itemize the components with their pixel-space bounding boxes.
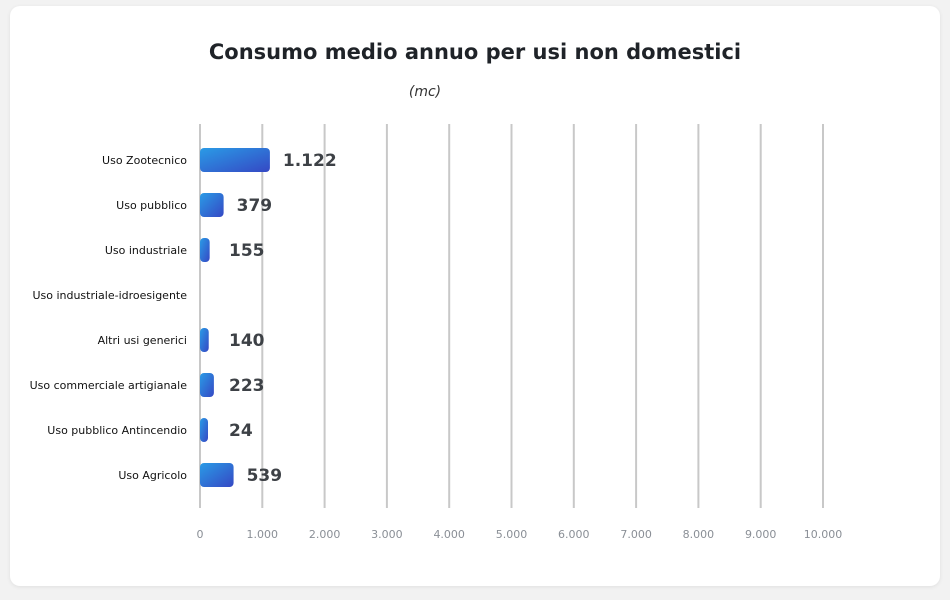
- bars: [200, 148, 270, 487]
- bar-value-label: 24: [229, 421, 253, 441]
- category-label: Uso pubblico: [116, 199, 187, 212]
- bar-value-label: 155: [229, 241, 265, 261]
- bar: [200, 193, 224, 217]
- x-axis-ticks: 0 1.000 2.000 3.000 4.000 5.000 6.000 7.000 8.00…: [197, 528, 843, 541]
- bar: [200, 463, 234, 487]
- chart-title: Consumo medio annuo per usi non domestic…: [208, 40, 742, 64]
- bar: [200, 328, 209, 352]
- x-tick-label: 10.000: [804, 528, 843, 541]
- x-tick-label: 3.000: [371, 528, 403, 541]
- category-labels: Uso Zootecnico Uso pubblico Uso industrial…: [30, 154, 188, 482]
- bar-value-label: 379: [237, 196, 273, 216]
- bar-value-label: 1.122: [283, 151, 337, 171]
- x-tick-label: 8.000: [683, 528, 715, 541]
- bar-value-label: 223: [229, 376, 265, 396]
- bar: [200, 418, 208, 442]
- chart-card: [10, 6, 940, 586]
- x-tick-label: 7.000: [620, 528, 652, 541]
- x-tick-label: 2.000: [309, 528, 341, 541]
- category-label: Uso industriale: [105, 244, 187, 257]
- chart-subtitle: (mc): [408, 84, 442, 100]
- bar: [200, 148, 270, 172]
- x-tick-label: 6.000: [558, 528, 590, 541]
- bar-value-label: 539: [247, 466, 283, 486]
- x-tick-label: 1.000: [247, 528, 279, 541]
- x-tick-label: 9.000: [745, 528, 777, 541]
- category-label: Uso Zootecnico: [102, 154, 187, 167]
- bar: [200, 373, 214, 397]
- grid-lines: [199, 124, 824, 508]
- category-label: Uso Agricolo: [118, 469, 187, 482]
- category-label: Uso pubblico Antincendio: [47, 424, 187, 437]
- category-label: Uso industriale-idroesigente: [32, 289, 187, 302]
- x-tick-label: 0: [197, 528, 204, 541]
- bar: [200, 238, 210, 262]
- value-labels: 1.122 379 155 140 223 24 539: [229, 151, 337, 486]
- bar-value-label: 140: [229, 331, 265, 351]
- x-tick-label: 4.000: [433, 528, 465, 541]
- category-label: Uso commerciale artigianale: [30, 379, 188, 392]
- category-label: Altri usi generici: [98, 334, 187, 347]
- x-tick-label: 5.000: [496, 528, 528, 541]
